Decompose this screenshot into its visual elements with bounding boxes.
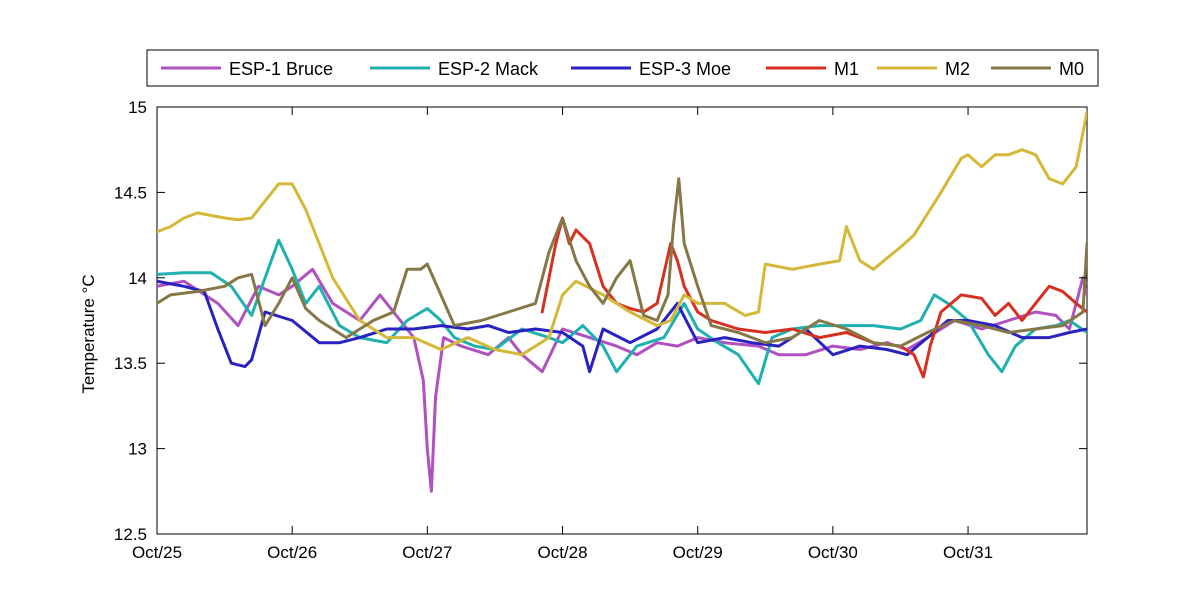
y-tick-label: 15 <box>128 98 147 117</box>
legend: ESP-1 Bruce ESP-2 Mack ESP-3 Moe M1 M2 M0 <box>146 49 1099 87</box>
y-tick-label: 12.5 <box>114 525 147 544</box>
y-axis: 12.5 13 13.5 14 14.5 15 <box>114 98 1087 544</box>
y-tick-label: 13 <box>128 440 147 459</box>
x-tick-label: Oct/30 <box>808 543 858 562</box>
series-line-6 <box>157 177 1087 348</box>
legend-label-3: ESP-3 Moe <box>639 59 731 79</box>
series-line-2 <box>157 238 1087 386</box>
series-line-3 <box>157 279 1087 374</box>
legend-label-5: M2 <box>945 59 970 79</box>
x-tick-label: Oct/29 <box>673 543 723 562</box>
legend-label-2: ESP-2 Mack <box>438 59 539 79</box>
series-line-4 <box>540 216 1087 379</box>
x-tick-label: Oct/31 <box>943 543 993 562</box>
y-axis-label: Temperature °C <box>79 274 98 393</box>
x-tick-label: Oct/27 <box>402 543 452 562</box>
x-tick-label: Oct/28 <box>537 543 587 562</box>
series-line-5 <box>157 110 1087 357</box>
x-tick-label: Oct/25 <box>132 543 182 562</box>
legend-label-6: M0 <box>1059 59 1084 79</box>
y-tick-label: 14.5 <box>114 183 147 202</box>
legend-label-1: ESP-1 Bruce <box>229 59 333 79</box>
y-tick-label: 14 <box>128 269 147 288</box>
y-tick-label: 13.5 <box>114 354 147 373</box>
x-tick-label: Oct/26 <box>267 543 317 562</box>
legend-label-4: M1 <box>834 59 859 79</box>
x-axis: Oct/25 Oct/26 Oct/27 Oct/28 Oct/29 Oct/30 Oct/… <box>132 107 993 562</box>
series-layer <box>157 110 1087 493</box>
plot-area <box>156 106 1088 535</box>
